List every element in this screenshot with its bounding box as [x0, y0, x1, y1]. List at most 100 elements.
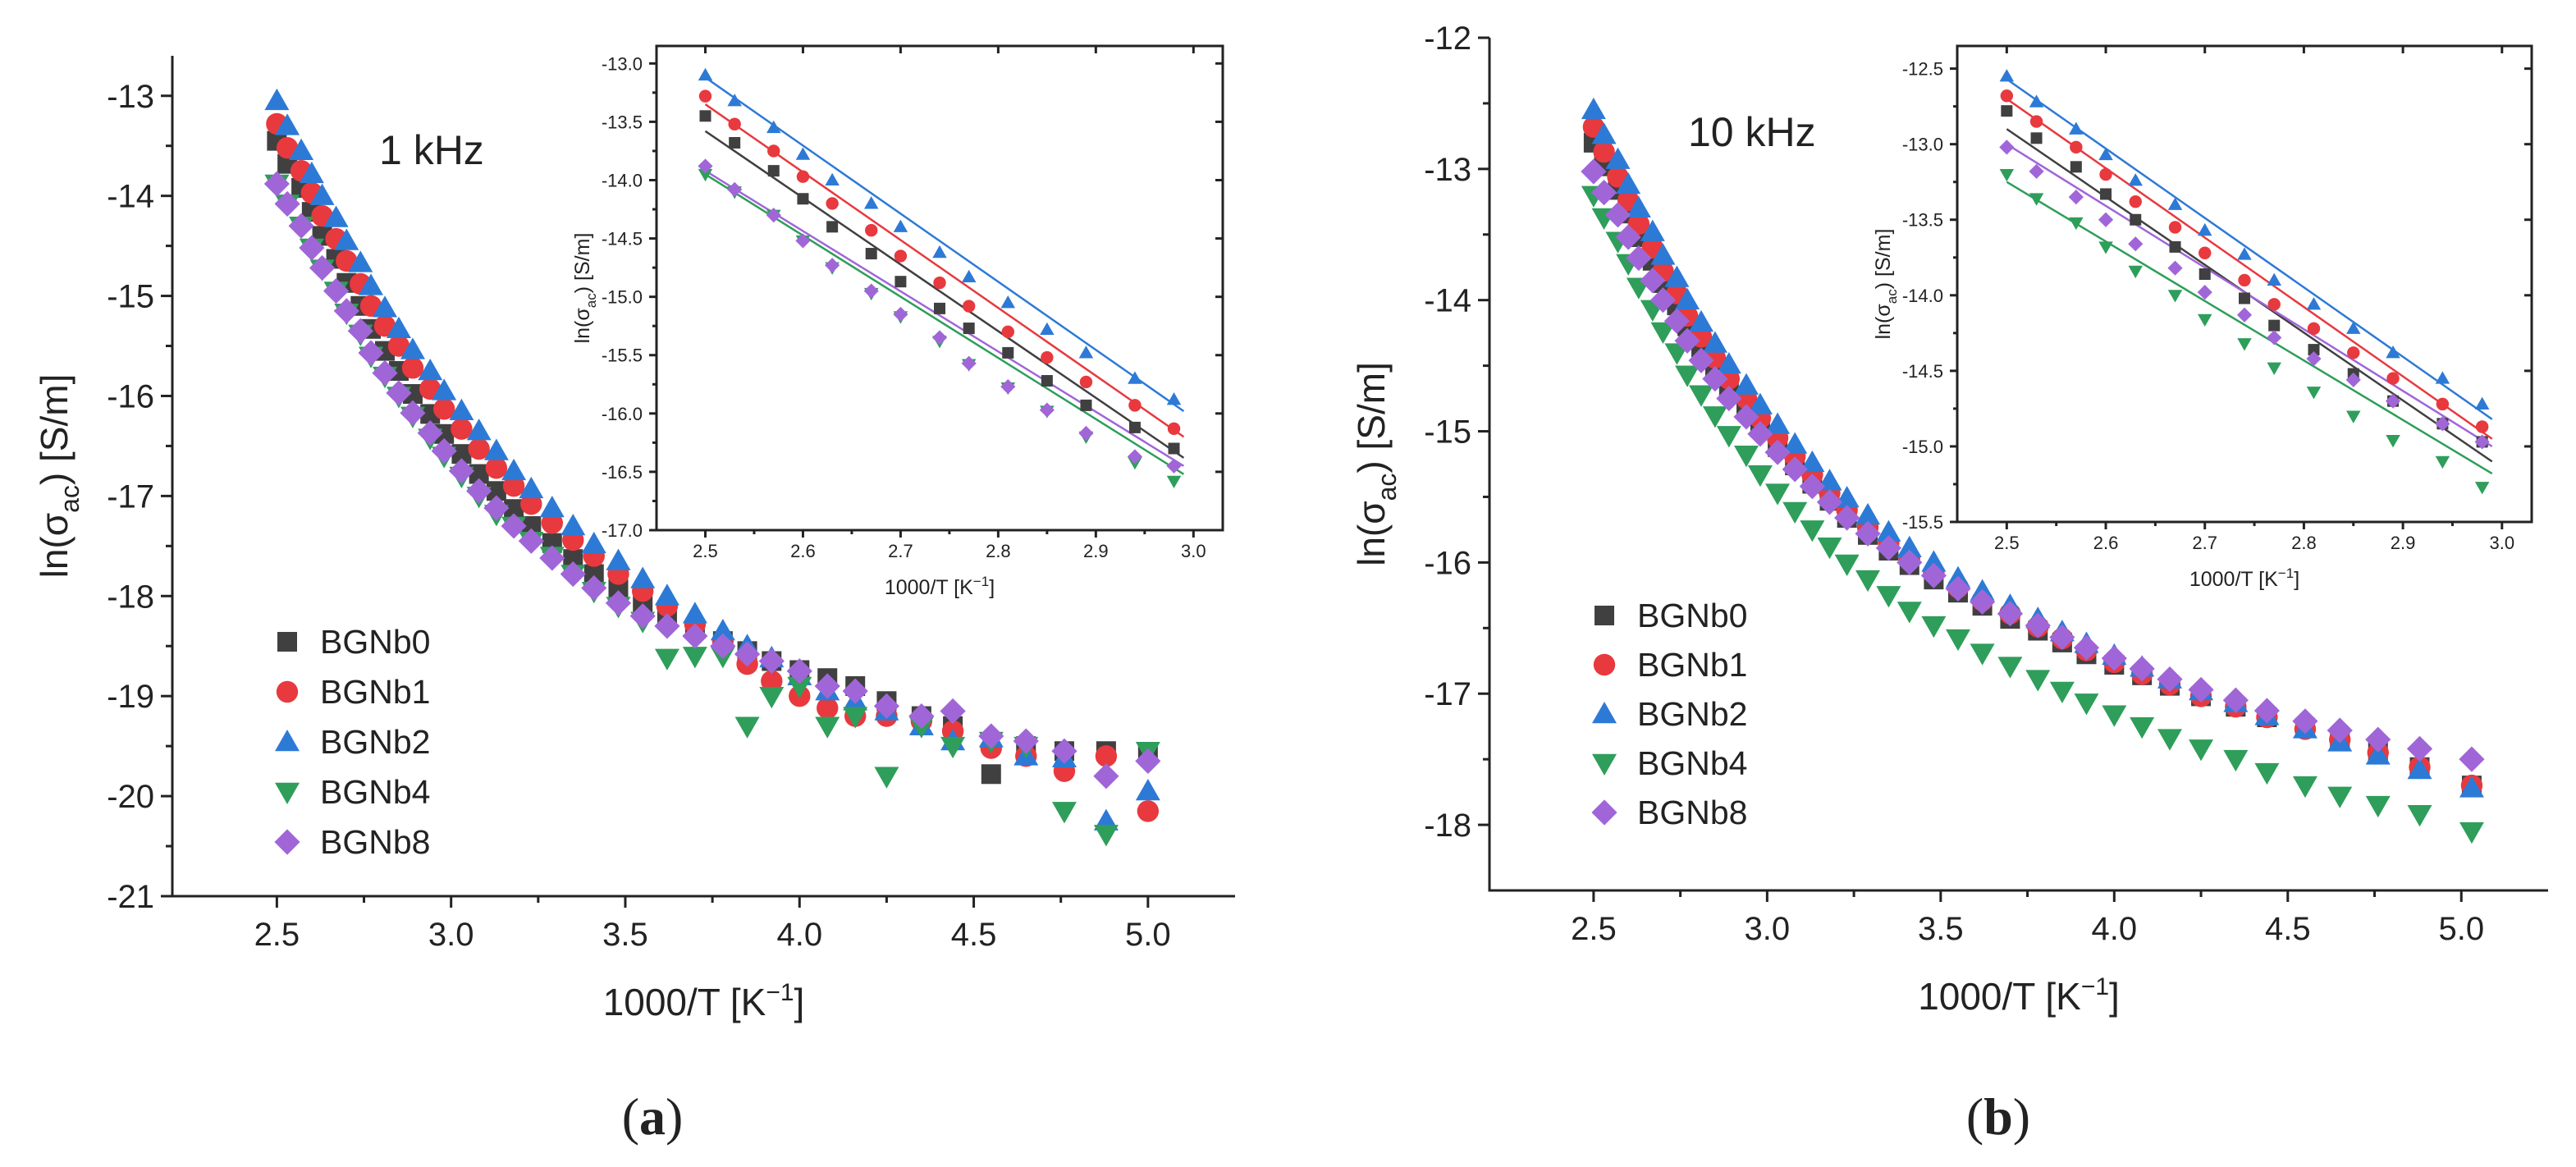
data-point [1041, 350, 1054, 364]
legend-item-bgnb0: BGNb0 [1595, 597, 1747, 634]
legend-label: BGNb8 [320, 823, 430, 861]
x-tick-label: 4.5 [951, 917, 997, 953]
data-point [1591, 122, 1617, 144]
data-point [502, 474, 525, 497]
data-point [1616, 172, 1641, 194]
y-axis-label-sub: ac [55, 485, 85, 513]
data-point [1093, 825, 1119, 847]
data-point [2386, 346, 2400, 359]
series-bgnb8 [698, 158, 1182, 474]
fit-line-bgnb4 [704, 173, 1185, 475]
data-point [940, 698, 966, 725]
data-point [1128, 371, 1142, 384]
data-point [2237, 338, 2252, 351]
data-point [1135, 779, 1160, 801]
data-point [727, 94, 742, 107]
data-point [1921, 616, 1947, 638]
data-point [1051, 802, 1077, 824]
data-point [2236, 307, 2253, 323]
series-bgnb1 [2000, 89, 2489, 433]
data-point [1897, 535, 1922, 558]
data-point [2130, 213, 2142, 226]
data-point [729, 137, 741, 149]
data-point [1593, 140, 1615, 163]
data-point [963, 323, 975, 335]
data-point [401, 357, 424, 379]
data-point [518, 528, 544, 554]
data-point [2435, 416, 2450, 432]
legend-item-bgnb4: BGNb4 [275, 773, 430, 811]
y-axis-label: ln(σac) [S/m] [1350, 362, 1402, 566]
data-point [1626, 195, 1651, 218]
data-point [333, 298, 359, 324]
data-point [2000, 89, 2014, 103]
series-bgnb1 [698, 89, 1181, 436]
data-point [373, 295, 397, 318]
legend-marker [275, 730, 300, 752]
data-point [1716, 385, 1742, 412]
data-point [1127, 449, 1143, 465]
data-point [814, 673, 840, 699]
x-axis-label-end: ] [794, 981, 805, 1023]
data-point [1875, 535, 1901, 561]
series-bgnb8 [1999, 140, 2490, 450]
data-point [2365, 743, 2391, 765]
y-tick-label: -16.0 [602, 404, 643, 424]
legend-label: BGNb8 [1637, 794, 1747, 831]
data-point [501, 513, 527, 539]
y-tick-label: -20 [107, 779, 154, 815]
data-point [934, 302, 945, 314]
data-point [1800, 520, 1825, 542]
data-point [1765, 412, 1791, 434]
data-point [710, 618, 735, 641]
x-tick-label: 2.5 [254, 917, 300, 953]
data-point [825, 258, 840, 273]
data-point [962, 300, 976, 313]
data-point [1675, 365, 1700, 387]
y-axis-label-end: ) [S/m] [1350, 362, 1393, 473]
data-point [2029, 193, 2044, 206]
data-point [581, 531, 606, 554]
data-point [1002, 346, 1014, 359]
x-axis-label-main: 1000/T [K [1918, 975, 2081, 1018]
legend-item-bgnb1: BGNb1 [1593, 646, 1747, 684]
legend-label: BGNb4 [1637, 744, 1747, 782]
data-point [843, 707, 868, 729]
y-tick-label: -13.5 [1902, 210, 1943, 231]
chart-a: 2.5 3.0 3.5 4.0 4.5 5.0 -21 -20 -19 -18 -17 -16 -15 -… [33, 56, 1235, 1023]
legend-marker [276, 680, 299, 703]
data-point [2267, 330, 2282, 346]
y-tick-label: -18 [1424, 808, 1471, 844]
fit-line-bgnb1 [704, 103, 1185, 438]
data-point [1041, 375, 1053, 387]
data-point [796, 170, 810, 183]
data-point [466, 419, 492, 441]
data-point [2128, 236, 2144, 252]
legend-marker [275, 782, 300, 804]
x-tick-label: 5.0 [1125, 917, 1171, 953]
data-point [1897, 549, 1923, 575]
data-point [2100, 188, 2112, 200]
data-point [2157, 729, 2182, 751]
data-point [815, 716, 840, 739]
x-tick-label: 2.5 [693, 541, 718, 561]
data-point [698, 89, 712, 103]
data-point [2168, 221, 2182, 234]
x-axis-label-main: 1000/T [K [885, 576, 973, 599]
data-point [1581, 158, 1607, 185]
data-point [1945, 575, 1971, 602]
x-tick-label: 3.0 [1745, 911, 1791, 947]
data-point [1640, 219, 1665, 241]
data-point [1997, 657, 2023, 679]
fit-line-bgnb1 [2006, 98, 2493, 440]
y-tick-label: -16 [107, 378, 154, 414]
data-point [1702, 406, 1727, 428]
series-bgnb2 [1999, 69, 2490, 410]
data-point [2025, 612, 2051, 638]
legend-item-bgnb0: BGNb0 [277, 623, 430, 661]
y-tick-label: -15.0 [602, 287, 643, 308]
data-point [1078, 425, 1094, 442]
y-axis-label: ln(σac) [S/m] [571, 233, 599, 344]
data-point [1733, 373, 1759, 395]
data-point [797, 193, 809, 205]
